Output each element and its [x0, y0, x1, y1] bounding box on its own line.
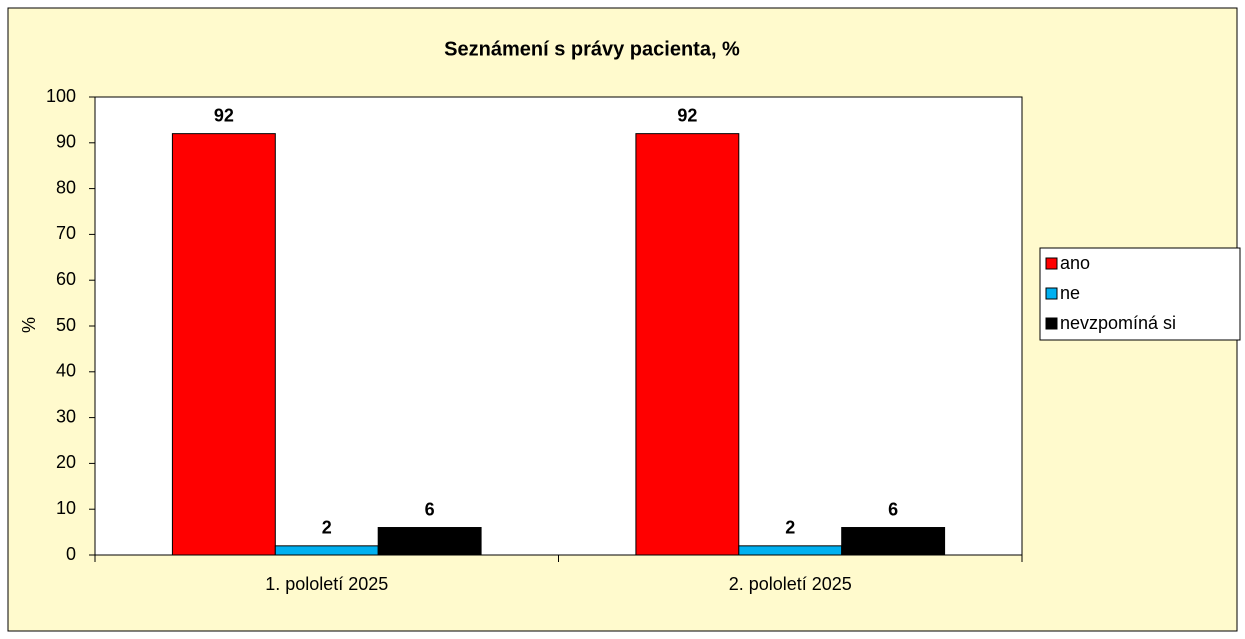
legend-label: nevzpomíná si — [1060, 313, 1176, 333]
y-tick-label: 20 — [56, 452, 76, 472]
bar — [377, 527, 482, 556]
y-tick-label: 30 — [56, 406, 76, 426]
y-tick-label: 0 — [66, 544, 76, 564]
y-tick-label: 50 — [56, 315, 76, 335]
bar — [841, 527, 946, 556]
x-tick-label: 1. pololetí 2025 — [265, 574, 388, 594]
y-tick-label: 40 — [56, 361, 76, 381]
data-label: 92 — [214, 105, 234, 125]
bar — [635, 133, 740, 556]
y-axis-label: % — [19, 317, 39, 333]
y-tick-label: 10 — [56, 498, 76, 518]
y-tick-label: 60 — [56, 269, 76, 289]
data-label: 2 — [322, 518, 332, 538]
data-label: 6 — [888, 499, 898, 519]
bar — [171, 133, 276, 556]
legend-swatch — [1045, 317, 1058, 330]
data-label: 6 — [425, 499, 435, 519]
legend — [1039, 247, 1241, 341]
legend-label: ne — [1060, 283, 1080, 303]
x-tick-label: 2. pololetí 2025 — [729, 574, 852, 594]
chart-title: Seznámení s právy pacienta, % — [444, 38, 740, 60]
bar — [738, 545, 843, 556]
data-label: 2 — [785, 518, 795, 538]
legend-label: ano — [1060, 253, 1090, 273]
y-tick-label: 70 — [56, 223, 76, 243]
legend-swatch — [1045, 257, 1058, 270]
y-tick-label: 90 — [56, 132, 76, 152]
y-tick-label: 100 — [46, 86, 76, 106]
data-label: 92 — [677, 105, 697, 125]
y-tick-label: 80 — [56, 177, 76, 197]
bar — [274, 545, 379, 556]
legend-swatch — [1045, 287, 1058, 300]
